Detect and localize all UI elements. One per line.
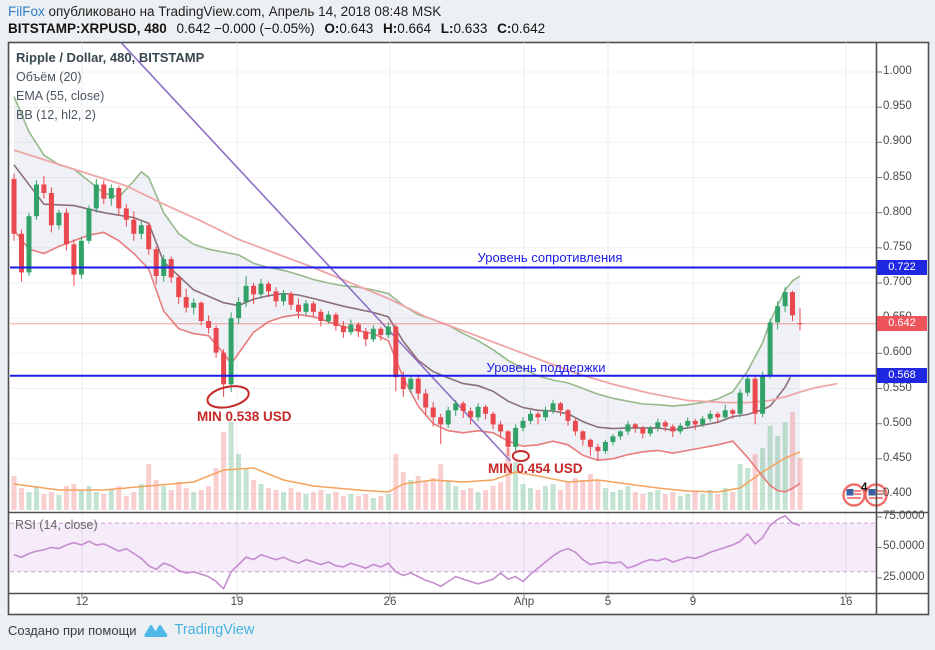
price-axis-tick: 0.550 xyxy=(883,381,912,394)
volume-bars xyxy=(11,412,803,510)
svg-text:4: 4 xyxy=(861,482,868,494)
price-axis-tick: 0.900 xyxy=(883,135,912,148)
footer-text: Создано при помощи xyxy=(8,622,137,638)
legend-title: Ripple / Dollar, 480, BITSTAMP xyxy=(16,50,205,65)
time-axis-tick: 12 xyxy=(75,596,89,608)
time-axis-tick: 5 xyxy=(604,596,612,608)
symbol-status-line: BITSTAMP:XRPUSD, 480 0.642 −0.000 (−0.05… xyxy=(8,21,545,36)
rsi-band xyxy=(10,523,876,572)
price-axis-tick: 0.450 xyxy=(883,451,912,464)
ohlc-h-label: H: xyxy=(382,21,398,36)
annotation-min-454[interactable]: MIN 0.454 USD xyxy=(488,461,583,476)
price-axis-tick: 0.750 xyxy=(883,240,912,253)
rsi-axis-tick: 50.0000 xyxy=(883,540,925,553)
bb-basis-line xyxy=(13,164,792,431)
rsi-axis-tick: 75.0000 xyxy=(883,510,925,522)
price-axis-tick: 0.400 xyxy=(883,487,912,499)
support-price-badge: 0.568 xyxy=(877,368,927,384)
resistance-price-badge: 0.722 xyxy=(877,260,927,275)
author-link[interactable]: FilFox xyxy=(8,4,45,19)
ohlc-l-label: L: xyxy=(440,21,454,36)
tradingview-logo-icon[interactable] xyxy=(143,621,168,639)
ohlc-c-value: 0.642 xyxy=(511,21,546,36)
price-axis-tick: 1.000 xyxy=(883,65,912,77)
byline: FilFox опубликовано на TradingView.com, … xyxy=(8,4,441,19)
time-axis-tick: 9 xyxy=(689,596,697,608)
min-ellipse-1[interactable] xyxy=(511,450,530,462)
legend-bb-study[interactable]: BB (12, hl2, 2) xyxy=(16,108,96,122)
idea-markers[interactable]: 4 xyxy=(842,482,888,507)
price-axis-tick: 0.500 xyxy=(883,416,912,429)
ohlc-h-value: 0.664 xyxy=(397,21,432,36)
byline-text: опубликовано на TradingView.com, Апрель … xyxy=(44,4,442,19)
time-axis-tick: 26 xyxy=(383,596,397,608)
price-axis-tick: 0.800 xyxy=(883,205,912,218)
symbol-name: BITSTAMP:XRPUSD, 480 xyxy=(8,21,167,36)
time-axis-tick: Апр xyxy=(513,596,535,608)
ohlc-o-value: 0.643 xyxy=(339,21,374,36)
rsi-axis-tick: 25.0000 xyxy=(883,570,925,583)
bb-upper-line xyxy=(13,96,801,407)
price-axis-tick: 0.950 xyxy=(883,100,912,113)
price-axis-tick: 0.600 xyxy=(883,346,912,359)
annotation-min-538[interactable]: MIN 0.538 USD xyxy=(197,409,292,424)
footer: Создано при помощи TradingView xyxy=(8,621,254,639)
ohlc-c-label: C: xyxy=(497,21,512,36)
rsi-line xyxy=(13,514,801,591)
chart-frame xyxy=(7,41,930,616)
legend-ema-study[interactable]: EMA (55, close) xyxy=(16,89,105,103)
chart-legend: Ripple / Dollar, 480, BITSTAMP Объём (20… xyxy=(16,50,204,125)
ohlc-o-label: O: xyxy=(324,21,340,36)
price-axis-tick: 0.850 xyxy=(883,170,912,183)
price-pane[interactable] xyxy=(10,42,876,511)
rsi-pane[interactable] xyxy=(10,514,876,591)
resistance-level-label[interactable]: Уровень сопротивления xyxy=(477,250,623,265)
rsi-legend[interactable]: RSI (14, close) xyxy=(15,518,98,532)
support-level-label[interactable]: Уровень поддержки xyxy=(486,360,606,375)
price-axis-tick: 0.700 xyxy=(883,276,912,288)
min-ellipse-0[interactable] xyxy=(205,383,250,411)
time-axis-tick: 16 xyxy=(839,596,853,608)
bb-fill xyxy=(14,96,800,492)
tradingview-link[interactable]: TradingView xyxy=(174,622,255,638)
bb-lower-line xyxy=(13,229,801,493)
legend-volume-study[interactable]: Объём (20) xyxy=(16,70,82,84)
ohlc-l-value: 0.633 xyxy=(453,21,488,36)
volume-ma-line xyxy=(13,451,801,493)
time-axis-tick: 19 xyxy=(230,596,244,608)
ema55-line xyxy=(13,149,838,404)
last-price-badge: 0.642 xyxy=(877,316,927,332)
descending-trendline[interactable] xyxy=(120,42,511,462)
quote-change: 0.642 −0.000 (−0.05%) xyxy=(176,21,315,36)
